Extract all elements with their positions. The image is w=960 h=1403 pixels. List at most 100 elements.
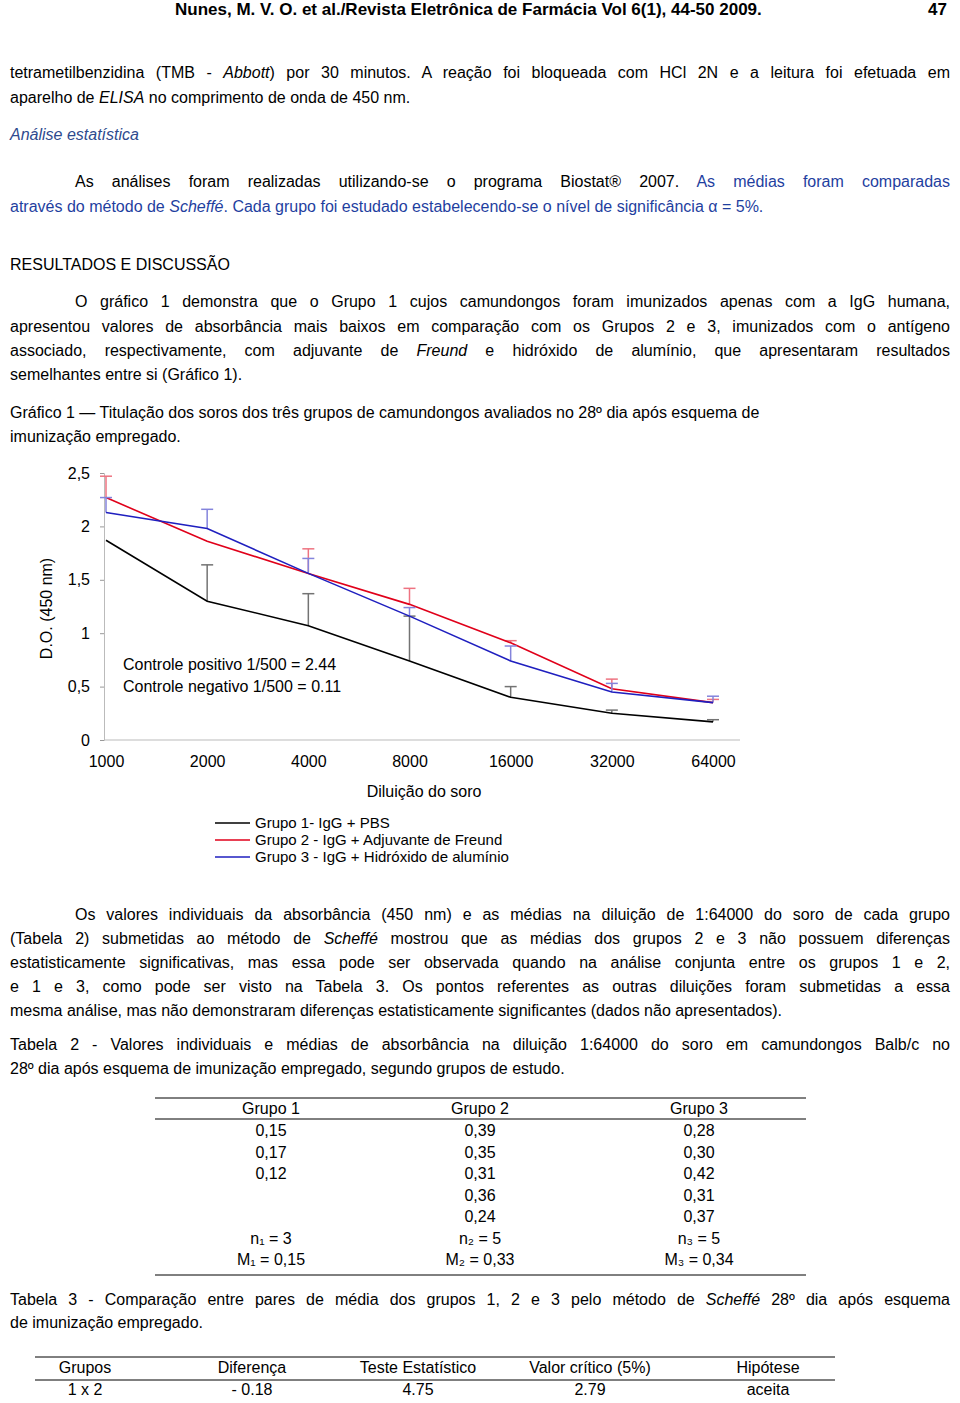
text-run: Tabela 2 - Valores individuais e médias … (10, 1036, 950, 1053)
text-run: semelhantes entre si (Gráfico 1). (10, 366, 242, 383)
table-rule (155, 1098, 806, 1099)
error-bar-cap (201, 509, 213, 511)
table-cell: 2.79 (574, 1381, 605, 1398)
text-run: e hidróxido de alumínio, que apresentara… (467, 342, 950, 359)
table-header-cell: Grupo 1 (242, 1100, 300, 1117)
text-run: mesma análise, mas não demonstraram dife… (10, 1002, 782, 1019)
series (106, 540, 719, 722)
text-run: 28º dia após esquema de imunização empre… (10, 1060, 565, 1077)
text-run: As análises foram realizadas utilizando-… (75, 173, 696, 190)
error-bar (100, 498, 112, 513)
y-axis: 00,511,522,5 (68, 465, 105, 749)
y-tick: 0,5 (68, 678, 104, 695)
text-run: Abbott (223, 64, 269, 81)
error-bar (606, 683, 618, 692)
text-run: imunização empregado. (10, 428, 181, 445)
error-bar (505, 687, 517, 698)
x-tick-label: 2000 (190, 753, 226, 770)
text-run: Gráfico 1 — Titulação dos soros dos três… (10, 404, 759, 421)
table-cell: n₂ = 5 (459, 1230, 501, 1247)
legend-label: Grupo 1- IgG + PBS (255, 814, 390, 831)
legend-swatch (215, 822, 250, 824)
y-tick-label: 0 (81, 732, 90, 749)
text-run: através do método de (10, 198, 169, 215)
plot-marks (100, 476, 719, 722)
error-bar (302, 594, 314, 626)
text-run: e 1 e 3, como pode ser visto na Tabela 3… (10, 978, 950, 995)
table-header-cell: Hipótese (736, 1359, 799, 1376)
text-run: As médias foram comparadas (696, 173, 950, 190)
error-bar-stem (206, 565, 208, 601)
text-run: Freund (416, 342, 467, 359)
table-header-cell: Grupo 3 (670, 1100, 728, 1117)
table-cell: 0,39 (464, 1122, 495, 1139)
text-run: tetrametilbenzidina (TMB - (10, 64, 223, 81)
text-run: ) por 30 minutos. A reação foi bloqueada… (270, 64, 950, 81)
x-tick-label: 1000 (89, 753, 125, 770)
x-tick: 16000 (489, 740, 534, 770)
legend: Grupo 1- IgG + PBSGrupo 2 - IgG + Adjuva… (215, 814, 509, 865)
text-line: 28º dia após esquema de imunização empre… (10, 1059, 950, 1078)
table: GruposDiferençaTeste EstatísticoValor cr… (35, 1357, 835, 1398)
table-cell: 1 x 2 (68, 1381, 103, 1398)
text-run: apresentou valores de absorbância mais b… (10, 318, 950, 335)
error-bar-cap (505, 686, 517, 688)
error-bar-stem (409, 588, 411, 604)
series-line (106, 513, 713, 703)
error-bar-cap (707, 719, 719, 721)
table-cell: 0,35 (464, 1144, 495, 1161)
table-rule (35, 1357, 835, 1358)
text-run: associado, respectivamente, com adjuvant… (10, 342, 416, 359)
x-axis-title: Diluição do soro (367, 783, 482, 800)
error-bar (606, 679, 618, 689)
table-cell: 0,30 (683, 1144, 714, 1161)
table-cell: M₁ = 0,15 (237, 1251, 305, 1268)
chart: 00,511,522,51000200040008000160003200064… (38, 465, 740, 865)
x-tick-label: 16000 (489, 753, 534, 770)
text-run: RESULTADOS E DISCUSSÃO (10, 256, 230, 273)
table-cell: 4.75 (402, 1381, 433, 1398)
text-run: Scheffé (324, 930, 378, 947)
y-tick-mark (100, 740, 104, 741)
table-cell: aceita (747, 1381, 790, 1398)
legend-label: Grupo 2 - IgG + Adjuvante de Freund (255, 831, 502, 848)
error-bar (404, 616, 416, 661)
x-tick-label: 4000 (291, 753, 327, 770)
table-cell: 0,31 (683, 1187, 714, 1204)
error-bar-cap (201, 564, 213, 566)
error-bar-stem (206, 509, 208, 528)
series (100, 476, 719, 702)
error-bar-cap (100, 475, 112, 477)
table-cell: 0,28 (683, 1122, 714, 1139)
text-run: Os valores individuais da absorbância (4… (75, 906, 950, 923)
table-rule (155, 1275, 806, 1276)
x-tick-label: 64000 (691, 753, 736, 770)
text-line: Tabela 3 - Comparação entre pares de méd… (10, 1290, 950, 1309)
table-cell: 0,17 (255, 1144, 286, 1161)
text-run: Tabela 3 - Comparação entre pares de méd… (10, 1291, 706, 1308)
error-bar (201, 565, 213, 601)
table-cell: 0,12 (255, 1165, 286, 1182)
y-tick-mark (100, 633, 104, 634)
y-tick-label: 2,5 (68, 465, 90, 482)
error-bar (707, 720, 719, 722)
x-tick: 32000 (590, 740, 635, 770)
error-bar-stem (611, 679, 613, 689)
table-header-cell: Teste Estatístico (360, 1359, 477, 1376)
table-cell: 0,31 (464, 1165, 495, 1182)
error-bar-cap (606, 678, 618, 680)
text-line: Análise estatística (10, 125, 950, 144)
text-line: mesma análise, mas não demonstraram dife… (10, 1001, 950, 1020)
error-bar-cap (404, 615, 416, 617)
error-bar-stem (308, 558, 310, 573)
error-bar-cap (505, 640, 517, 642)
text-line: Os valores individuais da absorbância (4… (75, 905, 950, 924)
x-tick-label: 32000 (590, 753, 635, 770)
y-tick-label: 2 (81, 518, 90, 535)
table-cell: M₂ = 0,33 (446, 1251, 515, 1268)
error-bar-stem (712, 696, 714, 702)
error-bar (505, 641, 517, 643)
error-bar (100, 476, 112, 497)
error-bar (404, 588, 416, 604)
error-bar-stem (308, 594, 310, 626)
